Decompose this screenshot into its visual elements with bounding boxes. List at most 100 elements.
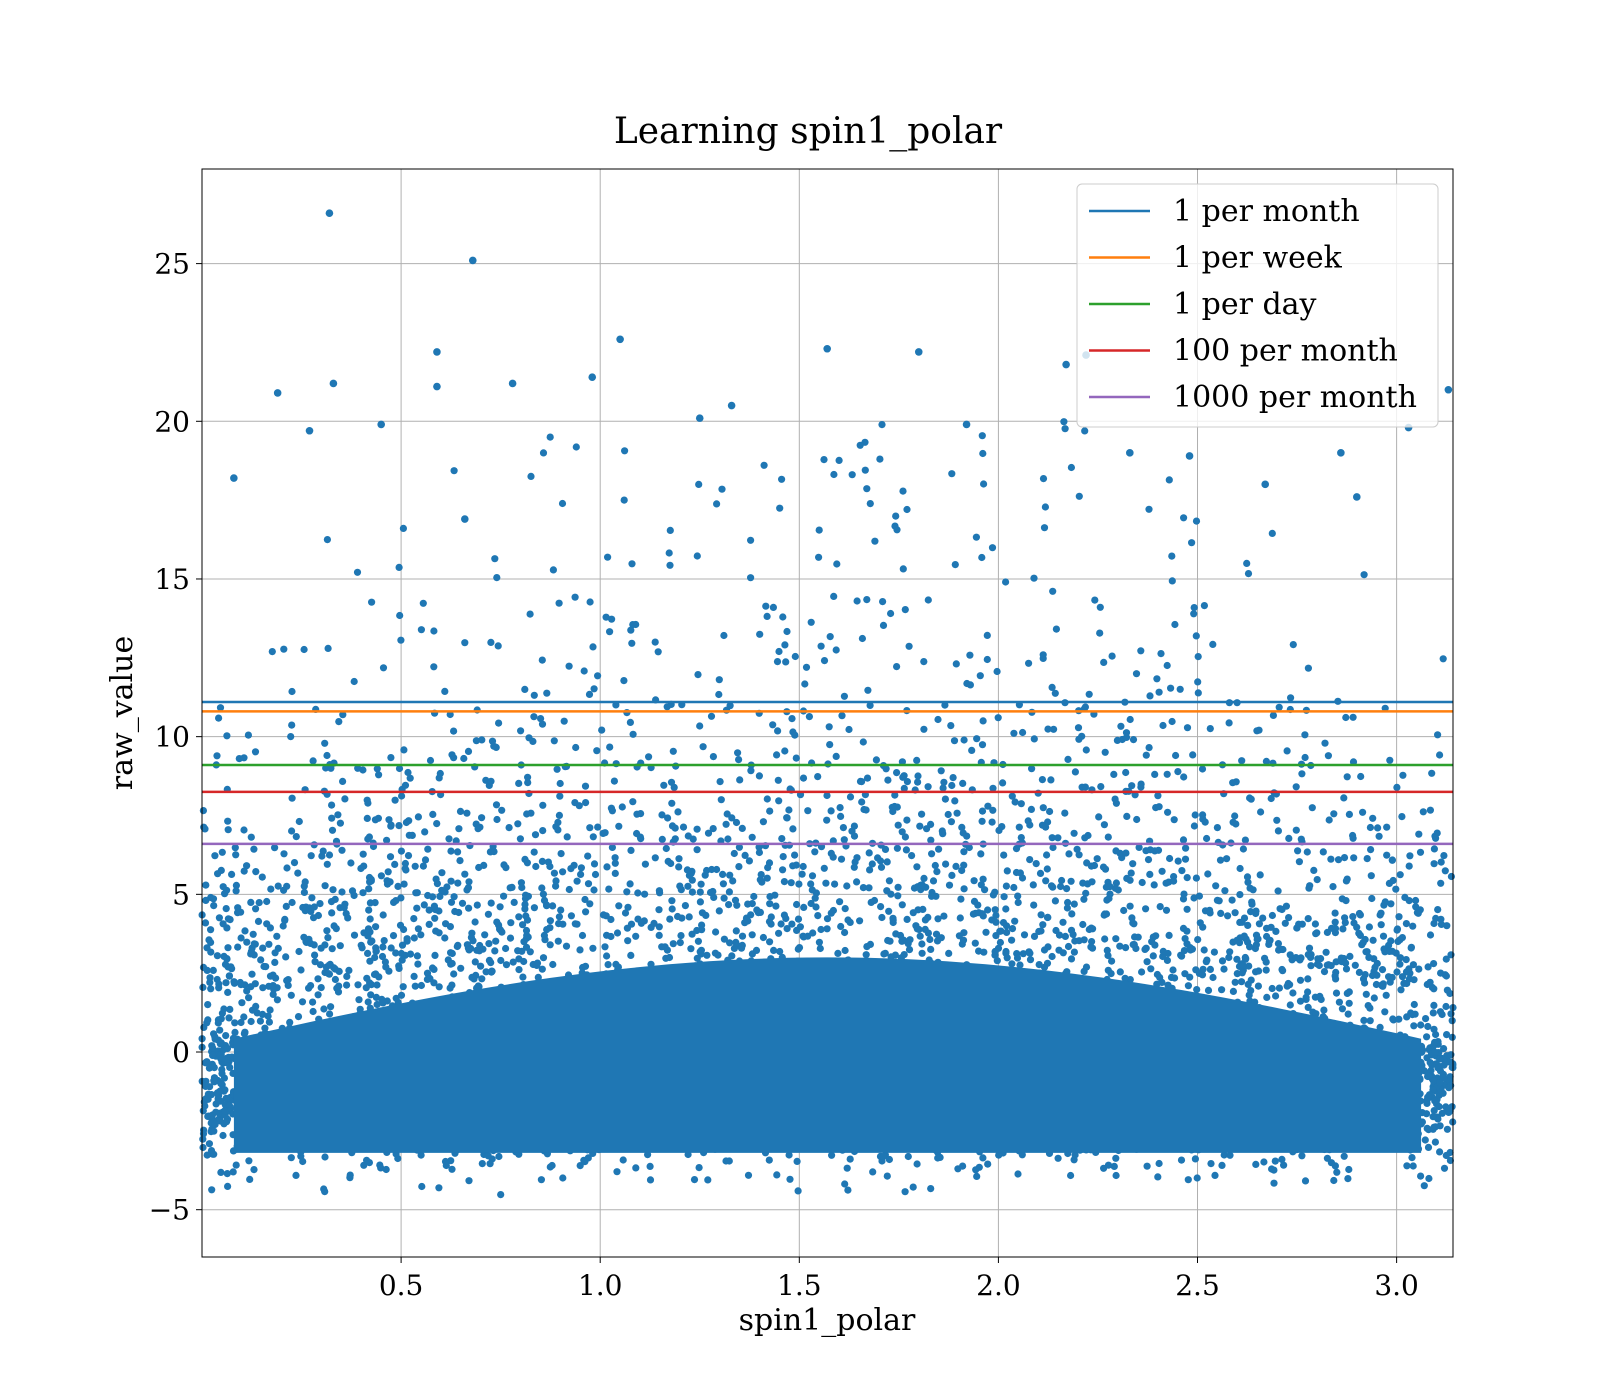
scatter-point bbox=[252, 1002, 260, 1011]
scatter-point bbox=[1155, 688, 1163, 696]
scatter-point bbox=[1344, 1010, 1352, 1018]
scatter-point bbox=[898, 828, 906, 836]
scatter-point bbox=[1320, 1006, 1328, 1014]
scatter-point bbox=[201, 825, 209, 833]
scatter-point bbox=[775, 929, 783, 937]
scatter-point bbox=[1355, 968, 1363, 977]
scatter-point bbox=[494, 642, 502, 650]
scatter-point bbox=[994, 714, 1002, 722]
scatter-point bbox=[1147, 965, 1155, 973]
scatter-point bbox=[379, 943, 387, 951]
scatter-point bbox=[1035, 961, 1043, 969]
scatter-point bbox=[845, 725, 853, 734]
scatter-point bbox=[1138, 968, 1146, 976]
scatter-point bbox=[826, 633, 834, 641]
scatter-point bbox=[769, 721, 777, 729]
scatter-point bbox=[898, 901, 906, 909]
scatter-point bbox=[411, 862, 419, 870]
scatter-point bbox=[772, 902, 780, 910]
scatter-point bbox=[1396, 871, 1404, 879]
scatter-point bbox=[726, 939, 734, 947]
scatter-point bbox=[1268, 911, 1276, 920]
scatter-point bbox=[450, 727, 458, 735]
scatter-point bbox=[989, 891, 998, 899]
scatter-point bbox=[927, 820, 935, 829]
scatter-point bbox=[363, 814, 371, 823]
scatter-point bbox=[438, 869, 446, 877]
scatter-point bbox=[534, 973, 542, 982]
scatter-point bbox=[800, 903, 808, 912]
scatter-point bbox=[560, 717, 568, 725]
scatter-point bbox=[832, 646, 840, 654]
scatter-point bbox=[546, 433, 554, 441]
scatter-point bbox=[878, 421, 886, 429]
scatter-point bbox=[1298, 770, 1306, 778]
scatter-point bbox=[515, 966, 523, 974]
scatter-point bbox=[398, 792, 406, 800]
scatter-point bbox=[383, 997, 391, 1005]
scatter-point bbox=[1155, 803, 1163, 811]
scatter-point bbox=[1111, 795, 1119, 803]
scatter-point bbox=[948, 470, 956, 478]
scatter-point bbox=[364, 949, 372, 958]
scatter-point bbox=[1168, 552, 1176, 560]
scatter-point bbox=[506, 934, 515, 942]
scatter-point bbox=[1338, 895, 1346, 903]
scatter-point bbox=[259, 984, 267, 992]
scatter-point bbox=[756, 630, 764, 638]
scatter-point bbox=[798, 870, 806, 878]
scatter-point bbox=[1224, 912, 1232, 920]
scatter-point bbox=[668, 905, 676, 913]
scatter-point bbox=[204, 1016, 212, 1024]
scatter-point bbox=[586, 598, 594, 606]
scatter-point bbox=[424, 845, 432, 853]
scatter-point bbox=[1003, 928, 1011, 937]
scatter-point bbox=[948, 871, 956, 880]
scatter-point bbox=[432, 927, 440, 935]
scatter-point bbox=[456, 857, 464, 865]
scatter-point bbox=[822, 879, 830, 887]
scatter-point bbox=[903, 915, 911, 924]
scatter-point bbox=[791, 652, 799, 661]
scatter-point bbox=[507, 919, 515, 927]
scatter-point bbox=[615, 902, 623, 910]
scatter-point bbox=[1367, 872, 1375, 880]
scatter-point bbox=[546, 1163, 554, 1171]
scatter-point bbox=[1002, 882, 1011, 890]
scatter-point bbox=[249, 930, 257, 938]
scatter-point bbox=[417, 626, 425, 634]
scatter-point bbox=[856, 917, 864, 925]
scatter-point bbox=[397, 636, 405, 644]
scatter-point bbox=[1409, 1162, 1417, 1170]
scatter-point bbox=[1340, 854, 1349, 862]
scatter-point bbox=[1335, 998, 1343, 1006]
scatter-point bbox=[817, 642, 825, 650]
scatter-point bbox=[336, 819, 344, 827]
scatter-point bbox=[321, 1153, 329, 1161]
scatter-point bbox=[1043, 865, 1051, 873]
scatter-point bbox=[794, 945, 802, 953]
scatter-point bbox=[517, 879, 526, 887]
scatter-point bbox=[502, 961, 511, 969]
scatter-point bbox=[530, 691, 538, 699]
scatter-point bbox=[218, 848, 226, 856]
scatter-point bbox=[1156, 903, 1164, 911]
scatter-point bbox=[942, 860, 950, 868]
scatter-point bbox=[1417, 1172, 1425, 1180]
scatter-point bbox=[656, 889, 664, 897]
scatter-point bbox=[1179, 836, 1188, 844]
scatter-point bbox=[205, 1140, 213, 1148]
scatter-point bbox=[902, 846, 911, 854]
scatter-point bbox=[959, 829, 967, 837]
scatter-point bbox=[899, 773, 907, 781]
scatter-point bbox=[226, 1005, 234, 1014]
scatter-point bbox=[676, 939, 684, 947]
scatter-point bbox=[607, 932, 615, 941]
scatter-point bbox=[339, 777, 347, 786]
scatter-point bbox=[222, 905, 230, 913]
scatter-point bbox=[866, 701, 874, 710]
scatter-point bbox=[1247, 908, 1255, 916]
scatter-point bbox=[732, 927, 740, 935]
scatter-point bbox=[311, 951, 319, 959]
scatter-point bbox=[1048, 834, 1056, 842]
